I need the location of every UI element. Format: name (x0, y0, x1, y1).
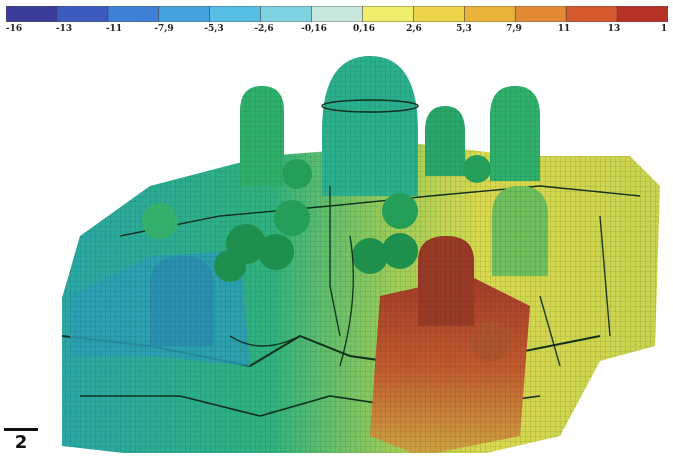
color-scale-tick-label: -16 (5, 24, 23, 34)
color-scale-tick-label: 2,6 (406, 24, 422, 34)
color-scale-segment (617, 6, 668, 22)
color-scale-tick-label: 0,16 (353, 24, 375, 34)
color-scale-segment (566, 6, 618, 22)
color-scale-segment (515, 6, 567, 22)
color-scale-segment (6, 6, 58, 22)
color-scale-segment (158, 6, 211, 22)
stress-hot-zone (370, 276, 530, 453)
color-scale-bar (6, 6, 668, 22)
color-scale-tick-label: 13 (607, 24, 621, 34)
color-scale-segment (413, 6, 465, 22)
color-scale-tick-label: 7,9 (506, 24, 522, 34)
color-scale-tick-label: 1 (660, 24, 668, 34)
color-scale-tick-label: 11 (557, 24, 571, 34)
color-scale-tick-label: -0,16 (301, 24, 327, 34)
color-scale-segment (362, 6, 414, 22)
color-scale-segment (464, 6, 516, 22)
color-scale-tick-label: -13 (55, 24, 73, 34)
color-scale-segment (107, 6, 160, 22)
color-scale-tick-label: -7,9 (154, 24, 174, 34)
color-scale-tick-label: 5,3 (456, 24, 472, 34)
color-scale-ticks: -16 -13 -11 -7,9 -5,3 -2,6 -0,16 0,16 2,6 5,3 7,9 1… (6, 24, 668, 38)
color-scale-segment (209, 6, 262, 22)
color-scale-tick-label: -5,3 (204, 24, 224, 34)
color-scale-tick-label: -2,6 (254, 24, 274, 34)
domes (142, 56, 548, 361)
color-scale-tick-label: -11 (105, 24, 123, 34)
contour-lines (229, 186, 611, 367)
building-fem-model (61, 56, 660, 453)
color-scale-segment (260, 6, 313, 22)
figure-number-badge: 2 (4, 428, 38, 456)
color-scale-segment (56, 6, 109, 22)
color-scale-segment (311, 6, 363, 22)
figure-number: 2 (14, 432, 28, 453)
